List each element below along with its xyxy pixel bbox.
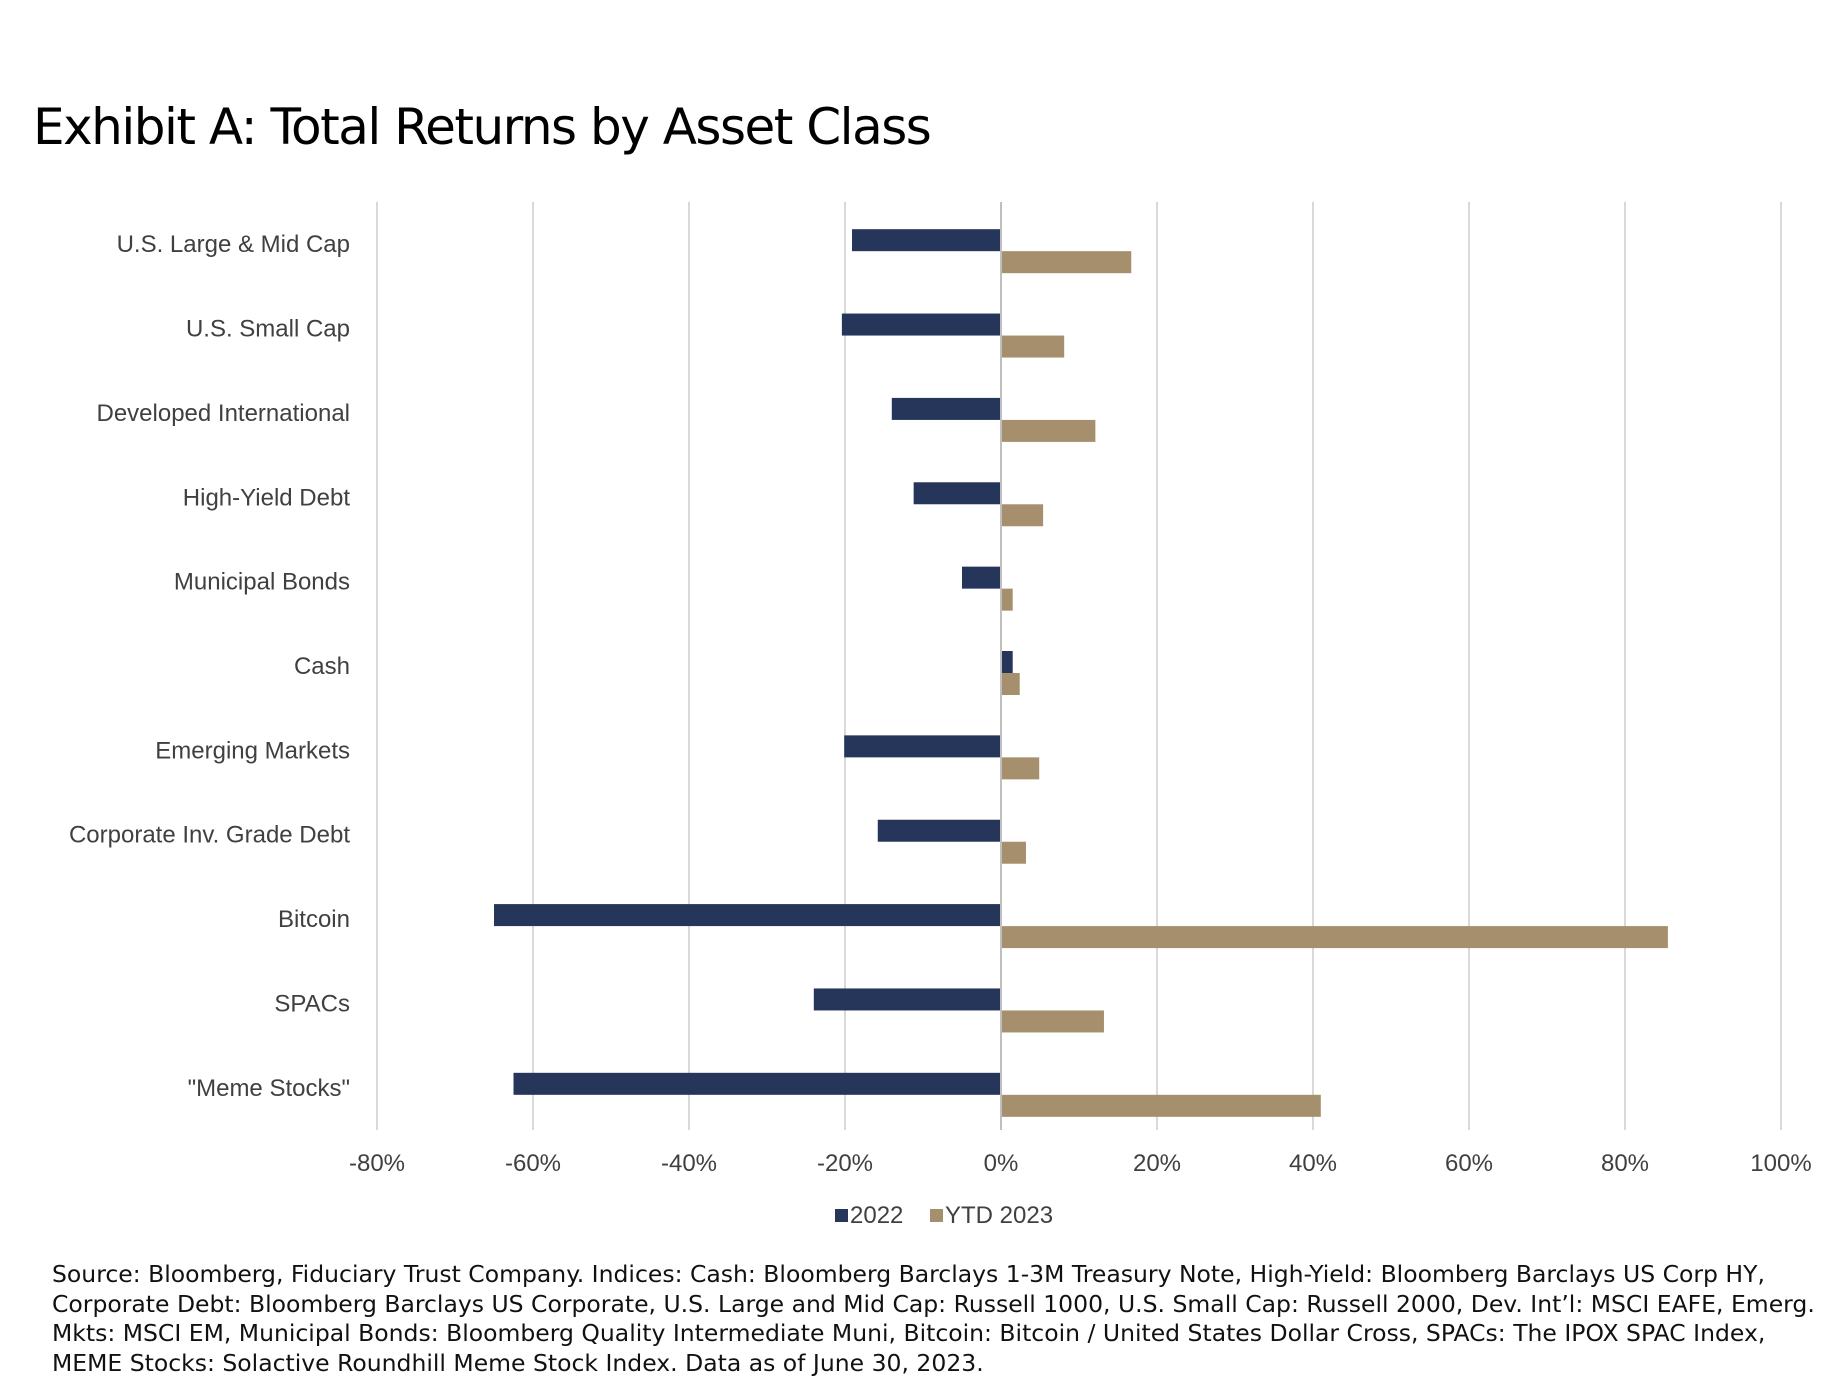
bar-2022: [962, 566, 1001, 589]
bar-2022: [844, 735, 1001, 758]
category-label: "Meme Stocks": [188, 1075, 350, 1102]
bar-ytd-2023: [1001, 419, 1096, 442]
category-label: SPACs: [274, 990, 350, 1017]
bar-2022: [841, 313, 1001, 336]
bar-ytd-2023: [1001, 504, 1044, 527]
x-tick-label: -20%: [817, 1150, 873, 1177]
bar-2022: [913, 482, 1001, 505]
bar-2022: [513, 1072, 1001, 1095]
x-tick-label: 40%: [1289, 1150, 1337, 1177]
x-tick-label: 0%: [984, 1150, 1019, 1177]
x-tick-label: 100%: [1750, 1150, 1811, 1177]
category-label: U.S. Small Cap: [186, 316, 350, 343]
bar-ytd-2023: [1001, 757, 1040, 780]
category-label: U.S. Large & Mid Cap: [117, 231, 350, 258]
bar-2022: [877, 819, 1001, 842]
bar-2022: [1001, 651, 1013, 673]
x-tick-label: 20%: [1133, 1150, 1181, 1177]
x-tick-label: -40%: [661, 1150, 717, 1177]
bar-2022: [813, 988, 1001, 1011]
x-tick-label: -60%: [505, 1150, 561, 1177]
category-labels: U.S. Large & Mid Cap U.S. Small Cap Develo…: [69, 231, 350, 1102]
bar-ytd-2023: [1001, 673, 1020, 695]
bar-2022: [852, 229, 1001, 252]
category-label: Corporate Inv. Grade Debt: [69, 822, 350, 849]
category-label: Emerging Markets: [155, 737, 350, 764]
bar-chart: U.S. Large & Mid Cap U.S. Small Cap Develo…: [69, 202, 1812, 1229]
legend-swatch: [930, 1209, 943, 1222]
source-note: Source: Bloomberg, Fiduciary Trust Compa…: [52, 1260, 1815, 1377]
legend-label: 2022: [850, 1202, 903, 1229]
category-label: Developed International: [96, 400, 350, 427]
category-label: High-Yield Debt: [183, 484, 351, 511]
bars: [494, 202, 1668, 1130]
x-tick-label: 80%: [1601, 1150, 1649, 1177]
bar-ytd-2023: [1001, 251, 1132, 274]
bar-ytd-2023: [1001, 1094, 1321, 1117]
bar-ytd-2023: [1001, 926, 1668, 949]
legend: 2022 YTD 2023: [835, 1202, 1053, 1229]
bar-ytd-2023: [1001, 588, 1013, 611]
category-label: Municipal Bonds: [174, 569, 350, 596]
bar-2022: [494, 904, 1001, 927]
category-label: Cash: [294, 653, 350, 680]
x-tick-label: -80%: [349, 1150, 405, 1177]
bar-ytd-2023: [1001, 335, 1065, 358]
gridlines: [376, 202, 1782, 1130]
bar-2022: [891, 397, 1001, 420]
bar-ytd-2023: [1001, 1010, 1104, 1033]
x-tick-label: 60%: [1445, 1150, 1493, 1177]
chart-title: Exhibit A: Total Returns by Asset Class: [33, 98, 932, 156]
x-axis-tick-labels: -80% -60% -40% -20% 0% 20% 40% 60% 80% 100%: [349, 1150, 1812, 1177]
category-label: Bitcoin: [278, 906, 350, 933]
bar-ytd-2023: [1001, 841, 1026, 864]
legend-swatch: [835, 1209, 848, 1222]
legend-label: YTD 2023: [945, 1202, 1053, 1229]
